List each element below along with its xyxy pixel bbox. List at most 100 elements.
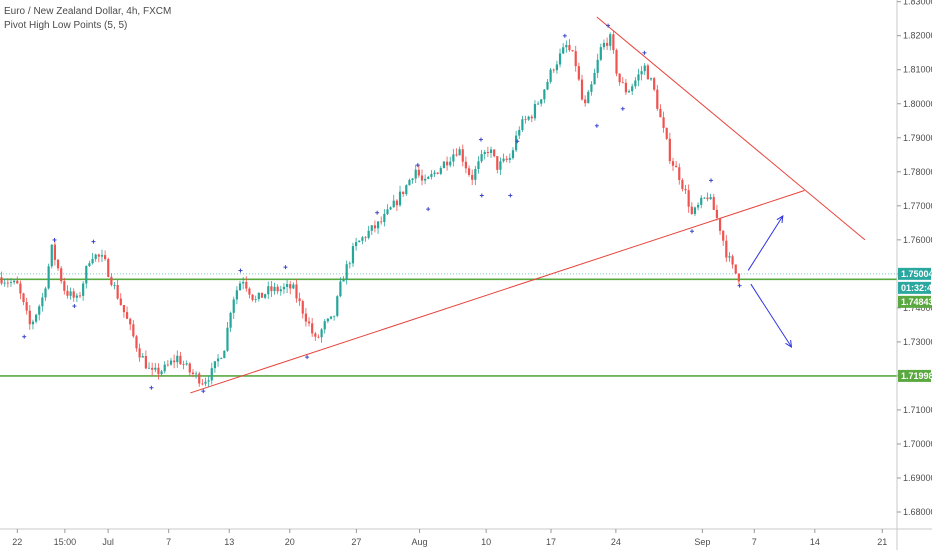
candle bbox=[599, 43, 602, 62]
candle-body bbox=[251, 294, 254, 300]
candle bbox=[445, 156, 449, 171]
candle bbox=[395, 199, 398, 211]
x-tick-label: 27 bbox=[351, 537, 361, 547]
candle-body bbox=[97, 254, 100, 257]
candle bbox=[213, 361, 217, 373]
candle bbox=[621, 77, 624, 84]
candle bbox=[675, 160, 678, 168]
pivot-high-marker bbox=[642, 50, 647, 55]
candle bbox=[94, 253, 97, 262]
candle bbox=[408, 178, 411, 186]
candle-body bbox=[430, 174, 433, 177]
candle-body bbox=[521, 119, 524, 130]
candle-body bbox=[267, 286, 270, 295]
candle-body bbox=[292, 284, 295, 289]
x-tick-label: 14 bbox=[810, 537, 820, 547]
candle-body bbox=[737, 273, 740, 282]
candle-body bbox=[60, 268, 63, 282]
x-tick-label: 7 bbox=[752, 537, 757, 547]
candle bbox=[56, 258, 60, 271]
candle bbox=[188, 362, 191, 377]
candle bbox=[292, 282, 295, 289]
candle-body bbox=[609, 34, 612, 46]
candle bbox=[596, 53, 599, 79]
pivot-low-marker bbox=[149, 385, 154, 390]
candle bbox=[323, 319, 326, 334]
candle-body bbox=[242, 281, 245, 284]
tag-label: 1.71998 bbox=[901, 371, 932, 381]
candle bbox=[304, 308, 308, 327]
candle-body bbox=[213, 361, 217, 369]
candle-body bbox=[41, 297, 44, 307]
candle bbox=[317, 334, 320, 339]
candle-body bbox=[392, 200, 395, 208]
candle-body bbox=[505, 158, 508, 160]
candle-body bbox=[571, 50, 574, 52]
candle bbox=[60, 266, 63, 284]
candle-body bbox=[279, 289, 282, 292]
candle bbox=[41, 292, 44, 312]
candle bbox=[398, 185, 402, 207]
pivot-low-marker bbox=[508, 193, 513, 198]
candle-body bbox=[216, 358, 220, 362]
pivot-low-marker bbox=[479, 193, 484, 198]
y-tick-label: 1.71000 bbox=[903, 405, 932, 415]
candle-body bbox=[524, 119, 527, 121]
candle bbox=[345, 260, 348, 285]
candle bbox=[125, 306, 129, 319]
tag-bg bbox=[898, 369, 931, 382]
candle-body bbox=[405, 185, 408, 195]
candle bbox=[464, 156, 468, 174]
candle-body bbox=[411, 178, 414, 180]
candle-body bbox=[696, 204, 700, 208]
candle bbox=[276, 284, 279, 295]
candle bbox=[615, 48, 618, 77]
candle-body bbox=[285, 284, 289, 287]
candle-body bbox=[574, 51, 577, 67]
candle bbox=[417, 165, 420, 178]
candle bbox=[587, 89, 590, 104]
tag-bg bbox=[898, 295, 931, 308]
candle bbox=[602, 39, 606, 50]
time-axis[interactable]: 22 15:00 Jul 7 13 20 27 Aug 10 17 24 Sep 7 14 21 bbox=[12, 529, 887, 547]
bearish-arrow bbox=[750, 283, 793, 348]
tag-bg bbox=[898, 267, 931, 280]
price-axis[interactable]: 1.83000 1.82000 1.81000 1.80000 1.79000 1.780… bbox=[897, 0, 932, 517]
candle-body bbox=[13, 280, 16, 283]
candle bbox=[496, 155, 499, 174]
candle-body bbox=[135, 336, 138, 349]
candle-body bbox=[44, 288, 47, 298]
candle bbox=[386, 204, 389, 216]
tag-label: 01:32:47 bbox=[901, 283, 932, 293]
candle bbox=[420, 169, 424, 186]
candle bbox=[508, 153, 511, 164]
chart-legend: Euro / New Zealand Dollar, 4h, FXCM Pivo… bbox=[4, 5, 171, 33]
candle bbox=[659, 104, 662, 118]
candle-body bbox=[257, 292, 260, 300]
candle bbox=[461, 144, 464, 167]
candle-body bbox=[147, 367, 151, 369]
candle bbox=[166, 360, 169, 367]
candle-body bbox=[204, 381, 207, 384]
candle-body bbox=[420, 175, 424, 181]
candle bbox=[593, 68, 596, 85]
candle bbox=[449, 156, 452, 168]
symbol-title[interactable]: Euro / New Zealand Dollar, 4h, FXCM bbox=[4, 6, 172, 17]
indicator-title[interactable]: Pivot High Low Points (5, 5) bbox=[4, 20, 128, 31]
pivot-high-marker bbox=[606, 23, 611, 28]
candle-body bbox=[185, 363, 188, 365]
candle bbox=[182, 360, 185, 370]
candle-body bbox=[668, 138, 671, 162]
candle bbox=[216, 354, 220, 367]
candle-body bbox=[599, 47, 602, 60]
candle-body bbox=[643, 65, 646, 72]
candle-body bbox=[627, 91, 631, 93]
candle bbox=[605, 37, 609, 50]
candle-body bbox=[110, 276, 113, 286]
candle-body bbox=[605, 42, 609, 46]
candle bbox=[13, 279, 16, 285]
candle-body bbox=[138, 348, 141, 358]
y-tick-label: 1.78000 bbox=[903, 167, 932, 177]
y-tick-label: 1.73000 bbox=[903, 337, 932, 347]
